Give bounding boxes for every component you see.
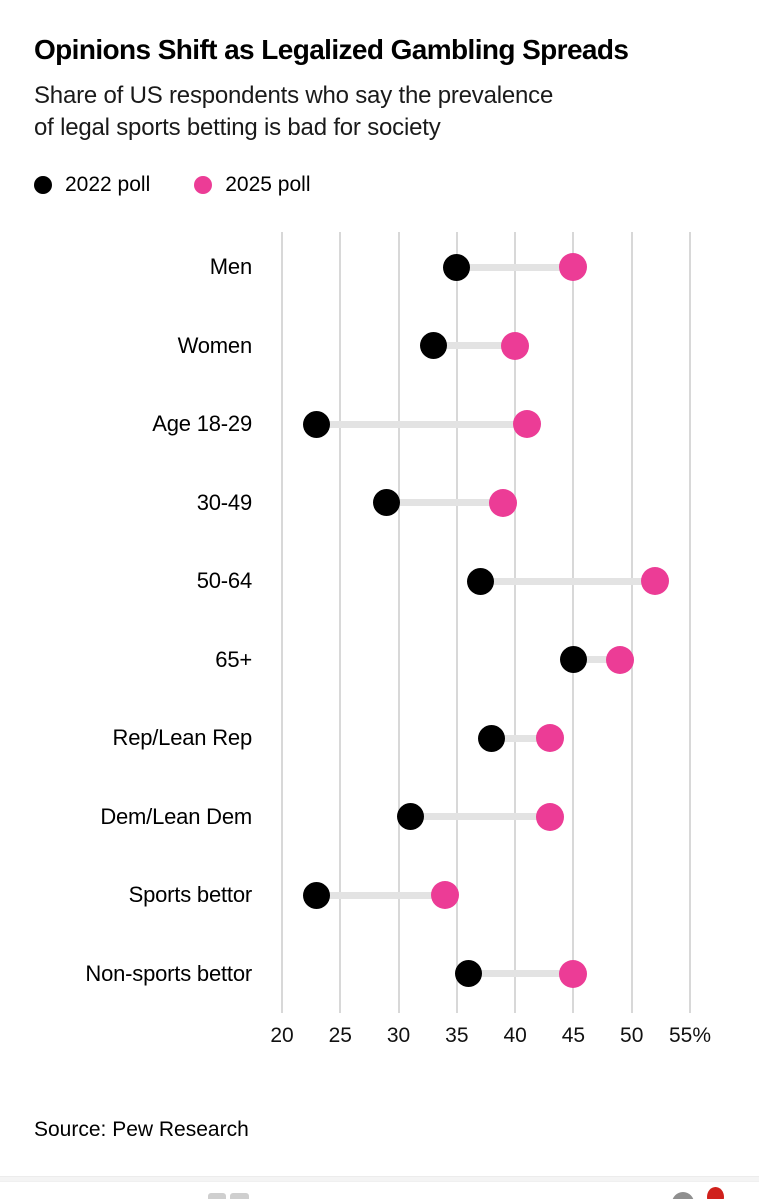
x-axis-label-50: 50	[620, 1024, 644, 1047]
dot-2022-men	[443, 253, 471, 281]
category-label: Men	[209, 254, 252, 279]
subtitle-line-2: of legal sports betting is bad for socie…	[34, 114, 441, 141]
legend-item-2022: 2022 poll	[34, 173, 150, 197]
legend-label-2022: 2022 poll	[65, 173, 151, 196]
connector-line	[491, 734, 551, 742]
connector-line	[468, 970, 574, 977]
dot-2022-rep-lean-rep	[478, 724, 506, 752]
category-label: Sports bettor	[128, 882, 253, 907]
category-label: 50-64	[196, 568, 252, 593]
x-axis-label-45: 45	[561, 1024, 586, 1047]
category-label: 30-49	[196, 489, 252, 515]
gridline-30	[397, 232, 400, 1013]
source-credit: Source: Pew Research	[34, 1118, 249, 1141]
dot-2025-dem-lean-dem	[536, 802, 565, 831]
dot-2025-sports-bettor	[431, 881, 460, 909]
dot-2022-women	[420, 332, 448, 359]
dot-2022-30-49	[373, 489, 401, 516]
category-label: Rep/Lean Rep	[112, 725, 253, 750]
gridline-40	[514, 232, 517, 1013]
gridline-25	[339, 232, 342, 1013]
avatar-icon	[672, 1192, 694, 1199]
chart-plot: 20 25 30 35 40 45 50 55% Men Women Age 18-29 30-49 5…	[0, 232, 759, 1062]
chart-legend: 2022 poll 2025 poll	[34, 171, 311, 199]
connector-line	[573, 656, 621, 663]
x-axis-label-20: 20	[270, 1024, 294, 1047]
dot-2025-men	[559, 253, 588, 281]
category-label: Women	[177, 332, 253, 358]
connector-line	[386, 499, 504, 506]
dot-2025-30-49	[489, 488, 518, 517]
x-axis-label-35: 35	[445, 1024, 469, 1047]
dot-2025-age-18-29	[512, 410, 541, 438]
chart-subtitle: Share of US respondents who say the prev…	[34, 80, 714, 144]
dot-2022-dem-lean-dem	[396, 803, 424, 830]
connector-line	[316, 891, 446, 899]
legend-item-2025: 2025 poll	[194, 173, 311, 197]
legend-label-2025: 2025 poll	[225, 173, 311, 196]
legend-dot-2022-icon	[34, 176, 52, 194]
x-axis-label-55: 55%	[668, 1024, 712, 1047]
dot-2022-age-18-29	[303, 410, 331, 438]
dot-2025-non-sports-bettor	[559, 959, 588, 988]
legend-dot-2025-icon	[194, 176, 213, 194]
category-label: Age 18-29	[152, 411, 252, 436]
page-title: Opinions Shift as Legalized Gambling Spr…	[34, 34, 629, 65]
category-label: 65+	[215, 646, 252, 672]
section-divider	[0, 1176, 759, 1182]
dot-2022-sports-bettor	[303, 881, 331, 909]
connector-line	[456, 263, 574, 271]
logo-fragment-right	[230, 1193, 249, 1199]
gridline-50	[630, 232, 633, 1013]
gridline-20	[281, 232, 283, 1013]
dot-2022-50-64	[466, 567, 494, 595]
logo-fragment-left	[208, 1193, 226, 1199]
category-label: Dem/Lean Dem	[100, 803, 252, 829]
dot-2025-women	[501, 331, 530, 360]
gridline-45	[572, 232, 575, 1013]
x-axis-label-40: 40	[503, 1024, 527, 1047]
dot-2025-rep-lean-rep	[536, 724, 565, 752]
dot-2022-65-	[559, 646, 587, 673]
connector-line	[433, 342, 516, 349]
dot-2022-non-sports-bettor	[455, 960, 482, 987]
gridline-35	[455, 232, 458, 1013]
dot-2025-50-64	[641, 567, 670, 595]
dot-2025-65-	[606, 645, 635, 674]
x-axis-label-30: 30	[386, 1024, 411, 1047]
category-label: Non-sports bettor	[85, 960, 252, 986]
gridline-55	[689, 232, 691, 1013]
connector-line	[410, 813, 551, 820]
notification-dot-icon	[707, 1187, 724, 1199]
x-axis-label-25: 25	[328, 1024, 352, 1047]
connector-line	[480, 577, 655, 585]
connector-line	[316, 420, 527, 428]
subtitle-line-1: Share of US respondents who say the prev…	[34, 82, 554, 109]
